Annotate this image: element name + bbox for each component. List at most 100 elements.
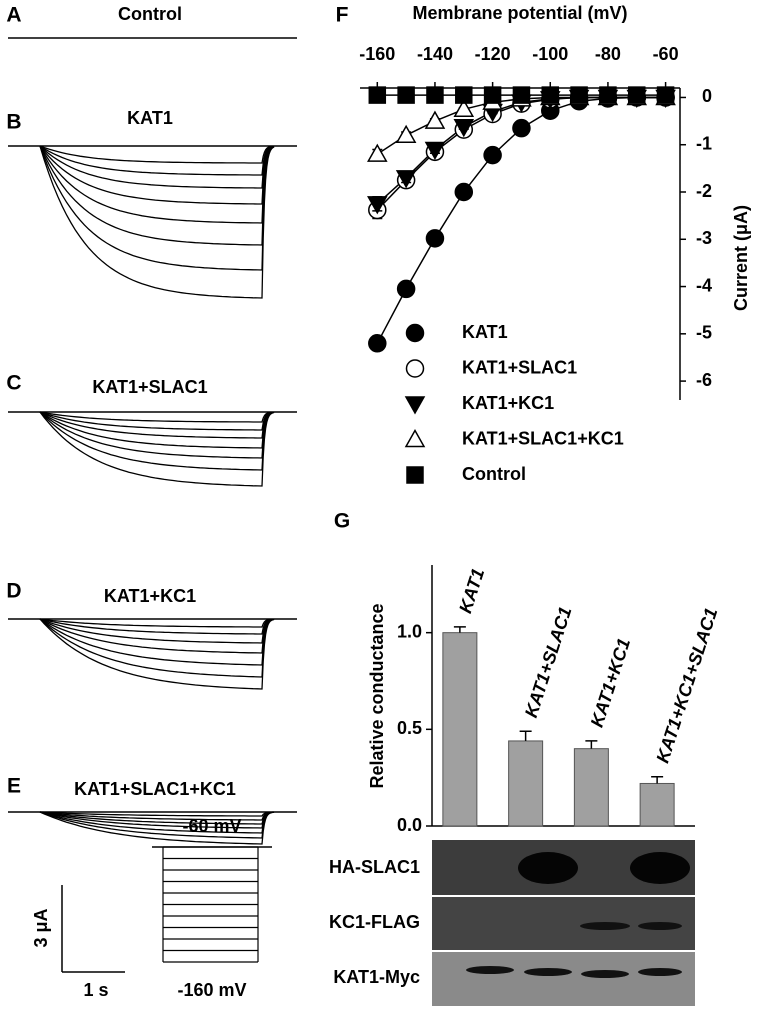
bar: [573, 748, 609, 827]
current-trace: [39, 145, 275, 205]
holding-label: -60 mV: [182, 816, 241, 836]
data-point: [541, 86, 560, 104]
blot-label: HA-SLAC1: [329, 857, 420, 877]
current-trace: [39, 618, 275, 690]
data-point: [395, 170, 417, 189]
current-scale-label: 3 μA: [31, 908, 51, 947]
y-tick-label: 1.0: [397, 621, 422, 641]
trace-title: KAT1+SLAC1: [92, 377, 207, 397]
error-bar: [519, 730, 532, 741]
current-trace: [39, 145, 275, 224]
band: [581, 970, 629, 978]
data-point: [424, 110, 446, 129]
legend-marker: [404, 396, 426, 415]
y-axis-title: Relative conductance: [367, 603, 387, 788]
trace-title: KAT1: [127, 108, 173, 128]
current-trace: [39, 411, 275, 449]
current-trace: [39, 411, 275, 439]
legend-marker: [404, 428, 426, 448]
category-label: KAT1+SLAC1: [521, 604, 576, 720]
band: [466, 966, 514, 974]
panel-letter: F: [336, 4, 349, 27]
y-tick-label: -6: [696, 370, 712, 390]
error-bar: [651, 775, 664, 784]
current-trace: [39, 811, 275, 845]
bar: [508, 740, 544, 827]
bar: [639, 782, 675, 827]
current-trace: [39, 811, 274, 821]
blot-label: KC1-FLAG: [329, 912, 420, 932]
x-tick-label: -80: [595, 44, 621, 64]
data-point: [483, 145, 502, 165]
panel-letter: B: [6, 111, 21, 134]
voltage-protocol: [162, 846, 259, 963]
legend-marker: [405, 359, 425, 378]
current-trace: [39, 145, 275, 271]
x-tick-label: -100: [532, 44, 568, 64]
step-label: -160 mV: [177, 980, 246, 1000]
current-trace: [39, 618, 275, 644]
error-bar: [453, 626, 466, 633]
data-point: [454, 182, 474, 202]
trace-title: KAT1+SLAC1+KC1: [74, 779, 236, 799]
band: [524, 968, 572, 976]
panel-letter: D: [6, 580, 21, 603]
series-line: [376, 96, 666, 205]
data-point: [426, 86, 444, 104]
current-trace: [39, 411, 274, 423]
data-point: [424, 141, 446, 160]
y-tick-label: -4: [696, 275, 712, 295]
current-trace: [39, 811, 274, 825]
y-tick-label: 0: [702, 86, 712, 106]
data-point: [453, 98, 475, 118]
blot-row: [432, 952, 695, 1006]
current-trace: [39, 145, 275, 189]
data-point: [628, 86, 646, 104]
legend-label: KAT1+SLAC1: [462, 357, 577, 377]
data-point: [425, 229, 445, 248]
panel-letter: E: [7, 775, 21, 798]
legend-marker: [405, 323, 425, 343]
trace-title: KAT1+KC1: [104, 586, 196, 606]
current-trace: [39, 145, 275, 299]
data-point: [396, 279, 416, 299]
data-point: [656, 86, 675, 104]
bar: [442, 632, 478, 827]
current-trace: [39, 618, 275, 654]
data-point: [455, 86, 473, 104]
current-trace: [39, 411, 275, 431]
category-label: KAT1: [455, 566, 488, 616]
data-point: [397, 86, 415, 104]
y-tick-label: 0.5: [397, 718, 422, 738]
error-bar: [585, 740, 598, 749]
x-tick-label: -140: [417, 44, 453, 64]
band: [518, 852, 578, 884]
data-point: [599, 86, 617, 104]
panel-letter: G: [334, 510, 350, 533]
y-tick-label: -2: [696, 181, 712, 201]
time-scale-label: 1 s: [83, 980, 108, 1000]
band: [630, 852, 690, 884]
current-trace: [39, 811, 274, 817]
y-tick-label: 0.0: [397, 815, 422, 835]
category-label: KAT1+KC1: [587, 636, 635, 730]
trace-title: Control: [118, 4, 182, 24]
current-trace: [39, 411, 275, 471]
x-tick-label: -60: [653, 44, 679, 64]
current-trace: [39, 145, 275, 176]
current-trace: [39, 411, 275, 487]
data-point: [512, 86, 531, 104]
legend-label: KAT1+KC1: [462, 393, 554, 413]
x-tick-label: -120: [475, 44, 511, 64]
x-axis-title: Membrane potential (mV): [412, 3, 627, 23]
panel-letter: C: [6, 372, 21, 395]
scale-bars: [61, 846, 272, 973]
y-tick-label: -5: [696, 323, 712, 343]
current-trace: [39, 618, 275, 635]
data-point: [570, 86, 588, 104]
series-line: [376, 96, 666, 211]
band: [638, 922, 682, 930]
band: [638, 968, 682, 976]
blot-label: KAT1-Myc: [333, 967, 420, 987]
